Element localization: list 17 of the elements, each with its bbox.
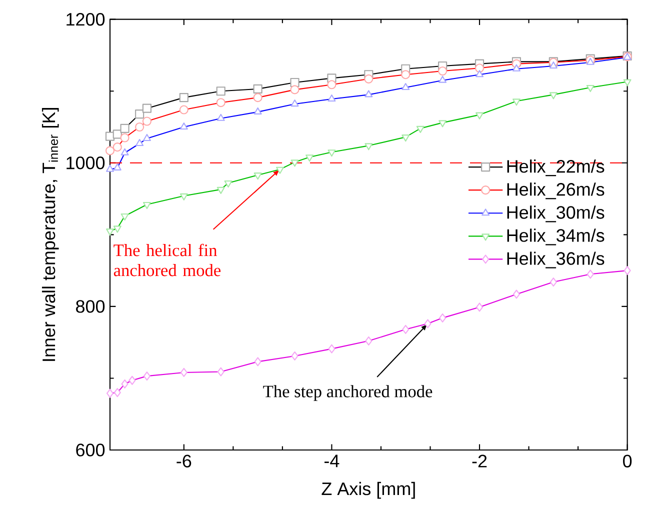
x-tick-label: -6: [176, 454, 192, 468]
annotation: The helical fin anchored mode: [114, 244, 221, 276]
x-tick-label: 0: [623, 454, 632, 468]
y-tick-label: 1000: [66, 156, 105, 170]
y-tick-label: 1200: [66, 12, 105, 26]
x-tick-label: -2: [472, 454, 487, 468]
legend-label: Helix_22m/s: [507, 160, 604, 176]
x-tick-label: -4: [324, 454, 340, 468]
legend-label: Helix_26m/s: [507, 182, 604, 200]
legend-label: Helix_34m/s: [507, 228, 604, 246]
legend-label: Helix_30m/s: [507, 206, 604, 222]
y-tick-label: 600: [76, 444, 105, 456]
y-axis-title: Inner wall temperature, T$_{inner}$ [K]: [42, 108, 59, 361]
annotation: The step anchored mode: [263, 385, 432, 401]
x-axis-title: Z Axis [mm]: [322, 482, 415, 499]
y-tick-label: 800: [76, 300, 105, 313]
legend-label: Helix_36m/s: [507, 252, 604, 268]
